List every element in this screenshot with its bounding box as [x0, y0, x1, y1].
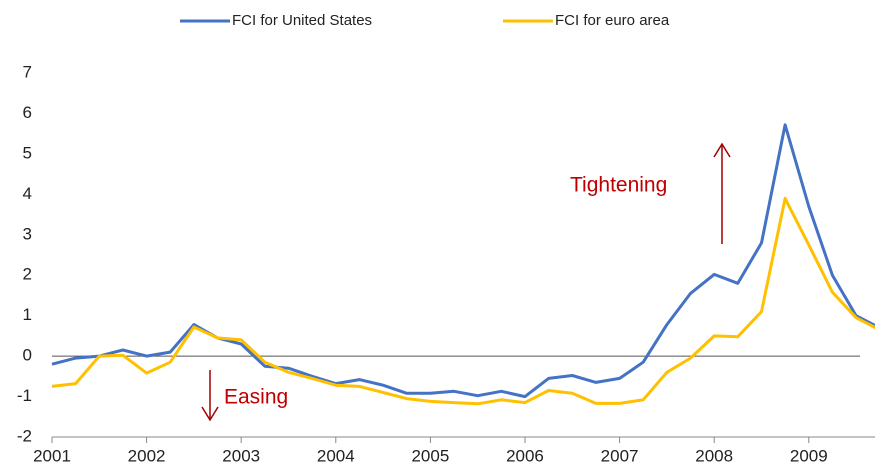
x-tick-label: 2005 — [411, 446, 449, 465]
series-line — [51, 196, 875, 406]
legend-label: FCI for euro area — [555, 12, 670, 29]
y-tick-label: 1 — [23, 305, 32, 324]
y-tick-label: 5 — [23, 143, 32, 162]
y-tick-label: 0 — [23, 346, 32, 365]
y-tick-label: 3 — [23, 224, 32, 243]
y-tick-label: 4 — [23, 184, 32, 203]
x-tick-label: 2006 — [506, 446, 544, 465]
x-tick-label: 2009 — [790, 446, 828, 465]
series-line — [51, 123, 875, 399]
tightening-arrow — [713, 142, 731, 244]
y-tick-label: 2 — [23, 265, 32, 284]
annotation: Easing — [224, 386, 288, 409]
easing-arrow — [201, 370, 219, 422]
x-tick-label: 2007 — [601, 446, 639, 465]
x-tick-label: 2001 — [33, 446, 71, 465]
y-tick-label: 6 — [23, 103, 32, 122]
y-tick-label: -2 — [17, 426, 32, 445]
x-tick-label: 2004 — [317, 446, 355, 465]
x-tick-label: 2002 — [128, 446, 166, 465]
x-tick-label: 2003 — [222, 446, 260, 465]
x-tick-label: 2008 — [695, 446, 733, 465]
y-tick-label: 7 — [23, 62, 32, 81]
y-tick-label: -1 — [17, 386, 32, 405]
legend-label: FCI for United States — [232, 12, 372, 29]
annotation: Tightening — [570, 174, 667, 197]
